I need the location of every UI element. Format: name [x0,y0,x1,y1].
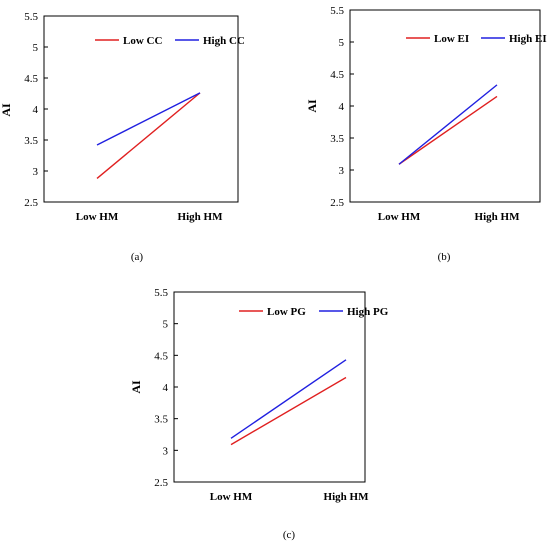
series-line-low-ei [398,95,498,165]
legend-label: Low PG [267,306,306,318]
y-tick-label: 2.5 [154,477,168,489]
y-tick-label: 3.5 [330,133,344,145]
series-line-high-pg [230,359,347,439]
x-tick-label: Low HM [378,211,421,223]
y-tick-label: 3 [339,165,345,177]
panel-caption: (a) [131,251,144,263]
plot-frame [173,291,366,483]
y-tick-label: 5 [33,42,39,54]
y-tick-label: 4.5 [24,73,38,85]
x-tick-label: High HM [178,211,224,223]
y-tick-label: 4 [339,101,345,113]
panel-caption: (c) [283,529,296,541]
chart-panel-1: 2.5 3 3.5 4 4.5 5 5.5 Low HM High HM AI Low CC High… [0,11,245,263]
x-tick-label: Low HM [76,211,119,223]
y-tick-label: 2.5 [330,197,344,209]
y-tick-label: 5 [339,37,345,49]
y-tick-label: 3.5 [24,135,38,147]
y-tick-label: 4 [33,104,39,116]
series-line-low-pg [230,376,347,446]
y-tick-label: 4.5 [330,69,344,81]
chart-panel-3: 2.5 3 3.5 4 4.5 5 5.5 Low HM High HM AI Low PG High… [129,287,389,541]
x-tick-label: High HM [475,211,521,223]
y-tick-label: 3 [33,166,39,178]
chart-panel-2: 2.5 3 3.5 4 4.5 5 5.5 Low HM High HM AI Low EI High… [305,5,547,263]
panel-caption: (b) [438,251,451,263]
x-tick-label: Low HM [210,491,253,503]
legend-label: High EI [509,33,547,45]
series-line-high-cc [96,92,201,146]
legend-label: Low EI [434,33,469,45]
y-tick-label: 5.5 [24,11,38,23]
y-axis-label: AI [129,380,143,394]
y-axis-label: AI [305,99,319,113]
y-tick-label: 3 [163,445,169,457]
y-axis-label: AI [0,103,13,117]
x-tick-label: High HM [324,491,370,503]
series-line-low-cc [96,92,201,179]
legend-label: High PG [347,306,389,318]
series-line-high-ei [398,84,498,165]
y-tick-label: 3.5 [154,414,168,426]
y-tick-label: 2.5 [24,197,38,209]
y-tick-label: 4 [163,382,169,394]
y-tick-label: 4.5 [154,350,168,362]
y-tick-label: 5.5 [154,287,168,299]
legend-label: High CC [203,35,245,47]
legend-label: Low CC [123,35,162,47]
y-tick-label: 5 [163,319,169,331]
y-tick-label: 5.5 [330,5,344,17]
